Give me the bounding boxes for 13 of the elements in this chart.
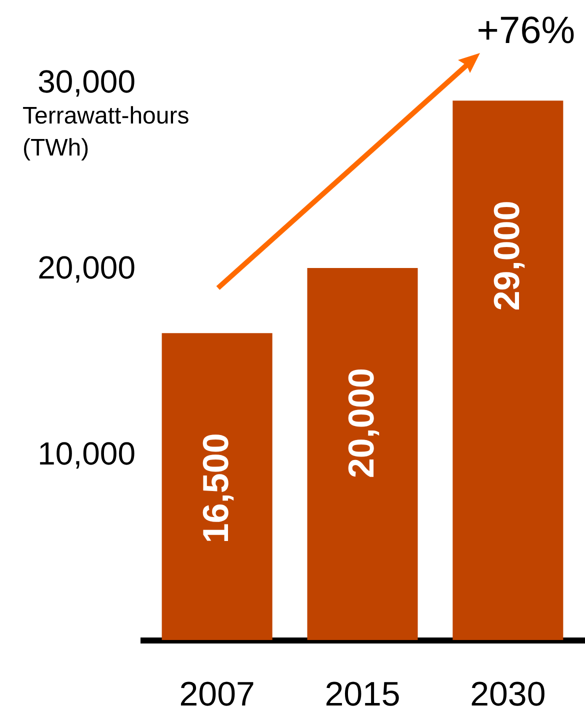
y-tick-label: 10,000 [38, 436, 136, 472]
bar [162, 333, 272, 640]
data-label: 16,500 [195, 433, 236, 544]
text: +76% [476, 10, 575, 52]
bar [452, 100, 564, 640]
y-axis-title: Terrawatt-hours (TWh) [22, 102, 190, 162]
x-tick-label: 2015 [324, 676, 400, 714]
data-label: 20,000 [340, 368, 382, 478]
x-tick-label: 2007 [179, 676, 255, 714]
x-tick-label: 2030 [470, 676, 546, 714]
y-tick-label: 30,000 [38, 64, 136, 100]
y-tick-label: 20,000 [38, 250, 136, 286]
data-label: 29,000 [486, 200, 527, 311]
